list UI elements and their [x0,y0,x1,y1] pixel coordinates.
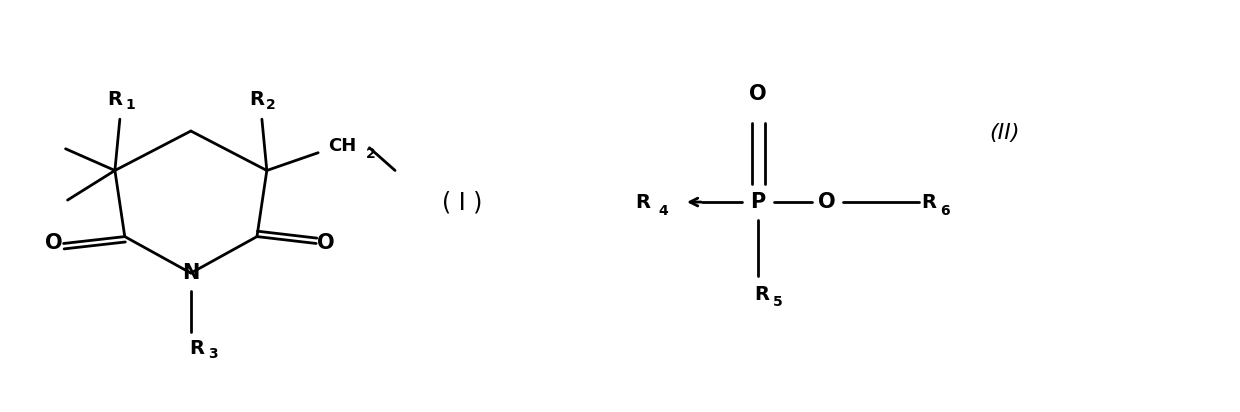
Text: O: O [749,84,766,103]
Text: 5: 5 [773,295,782,309]
Text: R: R [188,339,203,358]
Text: R: R [636,192,651,211]
Text: ( I ): ( I ) [441,190,482,214]
Text: R: R [754,285,769,304]
Text: 4: 4 [658,204,668,218]
Text: CH: CH [329,137,356,155]
Text: R: R [921,192,936,211]
Text: 2: 2 [265,98,275,112]
Text: R: R [107,90,122,109]
Text: O: O [45,234,62,253]
Text: 2: 2 [366,147,376,161]
Text: (II): (II) [990,123,1021,143]
Text: P: P [750,192,766,212]
Text: 1: 1 [125,98,135,112]
Text: N: N [182,263,200,283]
Text: 6: 6 [940,204,950,218]
Text: O: O [818,192,836,212]
Text: R: R [249,90,264,109]
Text: 3: 3 [207,347,217,361]
Text: O: O [317,234,335,253]
